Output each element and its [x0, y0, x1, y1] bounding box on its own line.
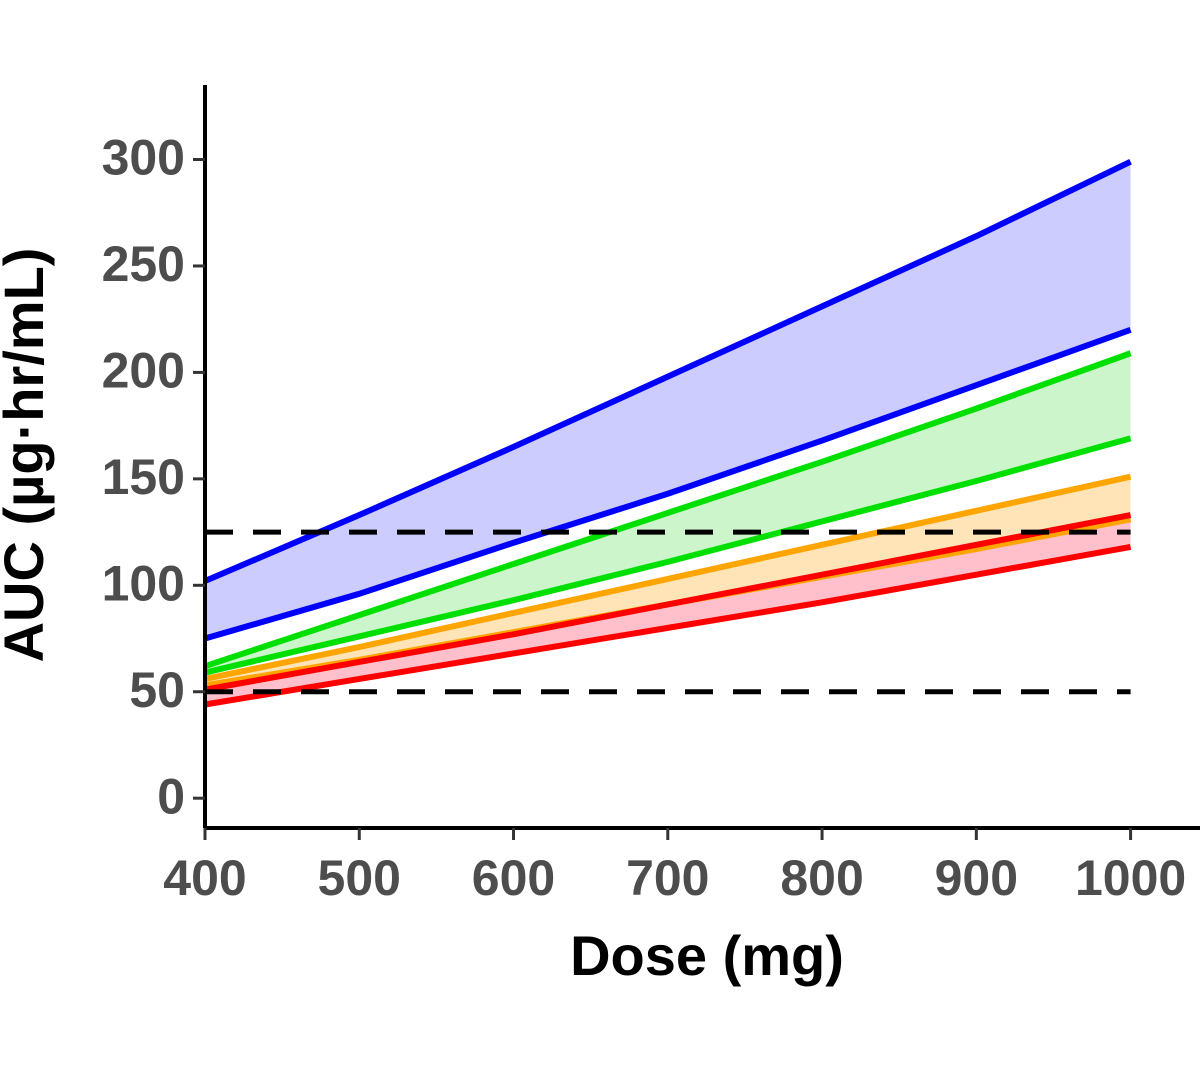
band-line: [204, 435, 1132, 676]
band-line: [204, 512, 1132, 693]
y-axis-title: AUC (µg·hr/mL): [0, 248, 55, 663]
y-tick-label: 300: [102, 130, 185, 186]
x-tick-label: 700: [626, 850, 709, 906]
x-tick-label: 1000: [1075, 850, 1186, 906]
x-tick-label: 800: [780, 850, 863, 906]
x-axis-title: Dose (mg): [570, 924, 844, 987]
band-line: [204, 544, 1132, 708]
y-tick-label: 0: [157, 768, 185, 824]
band-line: [204, 350, 1132, 670]
y-tick-label: 150: [102, 449, 185, 505]
y-tick-label: 250: [102, 236, 185, 292]
x-tick-label: 600: [472, 850, 555, 906]
band-line: [204, 473, 1132, 682]
x-tick-label: 900: [935, 850, 1018, 906]
band-line: [204, 327, 1132, 642]
y-tick-label: 200: [102, 343, 185, 399]
band-line: [203, 158, 1132, 584]
x-tick-label: 500: [318, 850, 401, 906]
x-tick-label: 400: [163, 850, 246, 906]
band-area: [205, 161, 1131, 639]
y-tick-label: 50: [129, 662, 185, 718]
y-tick-label: 100: [102, 556, 185, 612]
